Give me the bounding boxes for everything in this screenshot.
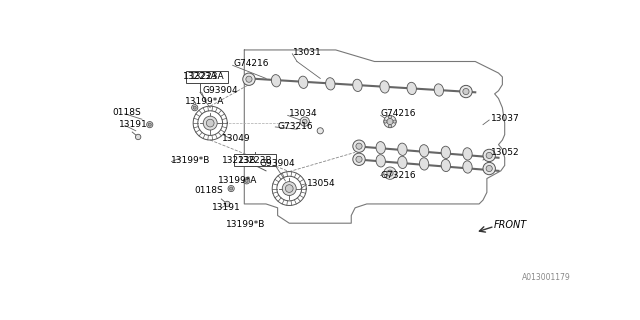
FancyBboxPatch shape: [234, 154, 276, 166]
Circle shape: [463, 88, 469, 95]
Text: 13034: 13034: [289, 109, 318, 118]
Text: 13223B: 13223B: [222, 156, 257, 164]
Circle shape: [136, 134, 141, 140]
Circle shape: [460, 85, 472, 98]
Ellipse shape: [434, 84, 444, 96]
Text: 13052: 13052: [491, 148, 520, 157]
Circle shape: [387, 118, 393, 124]
Text: G74216: G74216: [234, 59, 269, 68]
Text: G93904: G93904: [259, 159, 294, 168]
Circle shape: [483, 162, 495, 175]
Text: 13037: 13037: [491, 114, 520, 123]
Circle shape: [204, 116, 217, 130]
Circle shape: [356, 143, 362, 149]
Text: 13191: 13191: [212, 203, 241, 212]
Text: G93904: G93904: [202, 86, 238, 95]
Text: G74216: G74216: [381, 109, 416, 118]
Ellipse shape: [376, 155, 385, 167]
Circle shape: [486, 165, 492, 172]
Ellipse shape: [397, 156, 407, 169]
Ellipse shape: [326, 78, 335, 90]
Circle shape: [230, 187, 233, 190]
Text: 13223A: 13223A: [190, 72, 225, 81]
Circle shape: [483, 149, 495, 162]
Text: 13199*A: 13199*A: [218, 176, 257, 185]
Circle shape: [353, 153, 365, 165]
Circle shape: [282, 182, 296, 196]
Circle shape: [245, 179, 248, 182]
Circle shape: [148, 123, 151, 126]
Ellipse shape: [380, 81, 389, 93]
Text: 13199*A: 13199*A: [184, 97, 224, 106]
Ellipse shape: [271, 75, 281, 87]
Circle shape: [300, 117, 309, 126]
Circle shape: [486, 152, 492, 158]
Text: A013001179: A013001179: [522, 273, 570, 282]
Text: 13199*B: 13199*B: [172, 156, 211, 164]
Text: 13199*B: 13199*B: [226, 220, 265, 229]
Text: 13049: 13049: [222, 134, 250, 143]
Circle shape: [384, 167, 396, 179]
Ellipse shape: [298, 76, 308, 88]
Text: 13031: 13031: [293, 48, 322, 57]
Text: 13191: 13191: [119, 120, 147, 129]
Circle shape: [191, 105, 198, 111]
Ellipse shape: [353, 79, 362, 92]
Text: 13054: 13054: [307, 179, 336, 188]
Ellipse shape: [441, 146, 451, 158]
Circle shape: [246, 76, 252, 82]
Circle shape: [384, 120, 387, 123]
Circle shape: [225, 201, 230, 207]
Circle shape: [317, 128, 323, 134]
Circle shape: [384, 116, 396, 128]
Circle shape: [244, 178, 250, 184]
Ellipse shape: [419, 145, 429, 157]
Text: 0118S: 0118S: [195, 186, 223, 195]
Text: FRONT: FRONT: [494, 220, 527, 230]
Ellipse shape: [419, 158, 429, 170]
Circle shape: [356, 156, 362, 162]
Circle shape: [285, 185, 293, 192]
Ellipse shape: [397, 143, 407, 156]
FancyBboxPatch shape: [186, 71, 228, 83]
Text: 13223A: 13223A: [183, 72, 218, 81]
Circle shape: [228, 186, 234, 192]
Ellipse shape: [376, 141, 385, 154]
Ellipse shape: [463, 161, 472, 173]
Circle shape: [388, 124, 392, 128]
Text: G73216: G73216: [278, 122, 313, 131]
Ellipse shape: [441, 159, 451, 172]
Circle shape: [147, 122, 153, 128]
Text: 13223B: 13223B: [238, 156, 273, 164]
Circle shape: [353, 140, 365, 152]
Text: 0118S: 0118S: [113, 108, 141, 117]
Circle shape: [393, 120, 396, 123]
Circle shape: [243, 73, 255, 85]
Circle shape: [388, 116, 392, 118]
Circle shape: [303, 119, 307, 124]
Circle shape: [206, 119, 214, 127]
Text: G73216: G73216: [381, 171, 417, 180]
Ellipse shape: [463, 148, 472, 160]
Ellipse shape: [407, 82, 417, 95]
Circle shape: [387, 170, 393, 176]
Circle shape: [193, 106, 196, 109]
